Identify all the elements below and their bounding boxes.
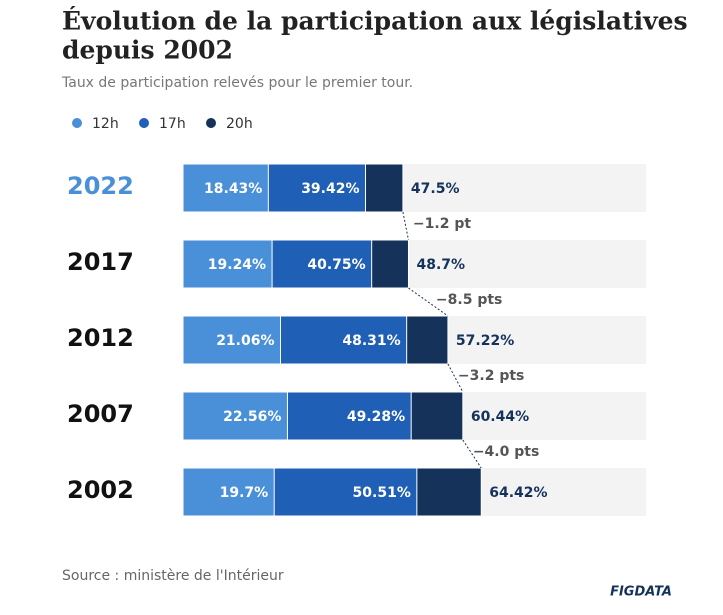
chart-title: depuis 2002 (62, 36, 233, 65)
value-label: 64.42% (489, 485, 547, 501)
category-label: 2017 (67, 248, 134, 276)
legend-label: 17h (159, 116, 186, 132)
chart-title: Évolution de la participation aux législ… (62, 7, 688, 36)
logo: FIGDATA (610, 585, 672, 600)
connector (402, 211, 409, 241)
connector (408, 287, 449, 317)
difference-label: −8.5 pts (436, 292, 502, 308)
difference-label: −3.2 pts (458, 368, 524, 384)
value-label: 47.5% (411, 181, 460, 197)
source: Source : ministère de l'Intérieur (62, 568, 284, 584)
legend-swatch (72, 118, 82, 128)
legend-swatch (139, 118, 149, 128)
bar (182, 239, 273, 289)
connector (447, 363, 464, 393)
category-label: 2002 (67, 476, 134, 504)
value-label: 50.51% (353, 485, 411, 501)
value-label: 60.44% (471, 409, 529, 425)
value-label: 57.22% (456, 333, 514, 349)
value-label: 19.7% (220, 485, 269, 501)
value-label: 39.42% (301, 181, 359, 197)
category-label: 2012 (67, 324, 134, 352)
bar (182, 163, 269, 213)
value-label: 48.7% (416, 257, 465, 273)
category-label: 2007 (67, 400, 134, 428)
value-label: 22.56% (223, 409, 281, 425)
value-label: 18.43% (204, 181, 262, 197)
bar (182, 467, 275, 517)
value-label: 40.75% (307, 257, 365, 273)
value-label: 19.24% (208, 257, 266, 273)
value-label: 48.31% (342, 333, 400, 349)
chart-subtitle: Taux de participation relevés pour le pr… (61, 75, 413, 91)
value-label: 21.06% (216, 333, 274, 349)
connector (462, 439, 482, 469)
legend-label: 12h (92, 116, 119, 132)
difference-label: −4.0 pts (473, 444, 539, 460)
difference-label: −1.2 pt (413, 216, 471, 232)
bar (182, 391, 288, 441)
bar (182, 315, 282, 365)
legend-label: 20h (226, 116, 253, 132)
legend-swatch (206, 118, 216, 128)
category-label: 2022 (67, 172, 134, 200)
value-label: 49.28% (347, 409, 405, 425)
